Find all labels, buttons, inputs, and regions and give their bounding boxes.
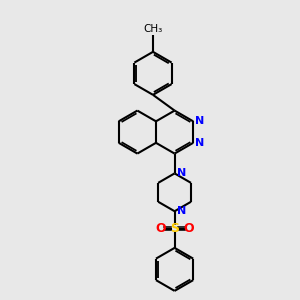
Text: N: N	[177, 168, 186, 178]
Text: N: N	[195, 116, 205, 126]
Text: O: O	[184, 222, 194, 235]
Text: N: N	[177, 206, 186, 216]
Text: S: S	[170, 222, 179, 235]
Text: CH₃: CH₃	[143, 24, 163, 34]
Text: O: O	[155, 222, 166, 235]
Text: N: N	[195, 138, 205, 148]
